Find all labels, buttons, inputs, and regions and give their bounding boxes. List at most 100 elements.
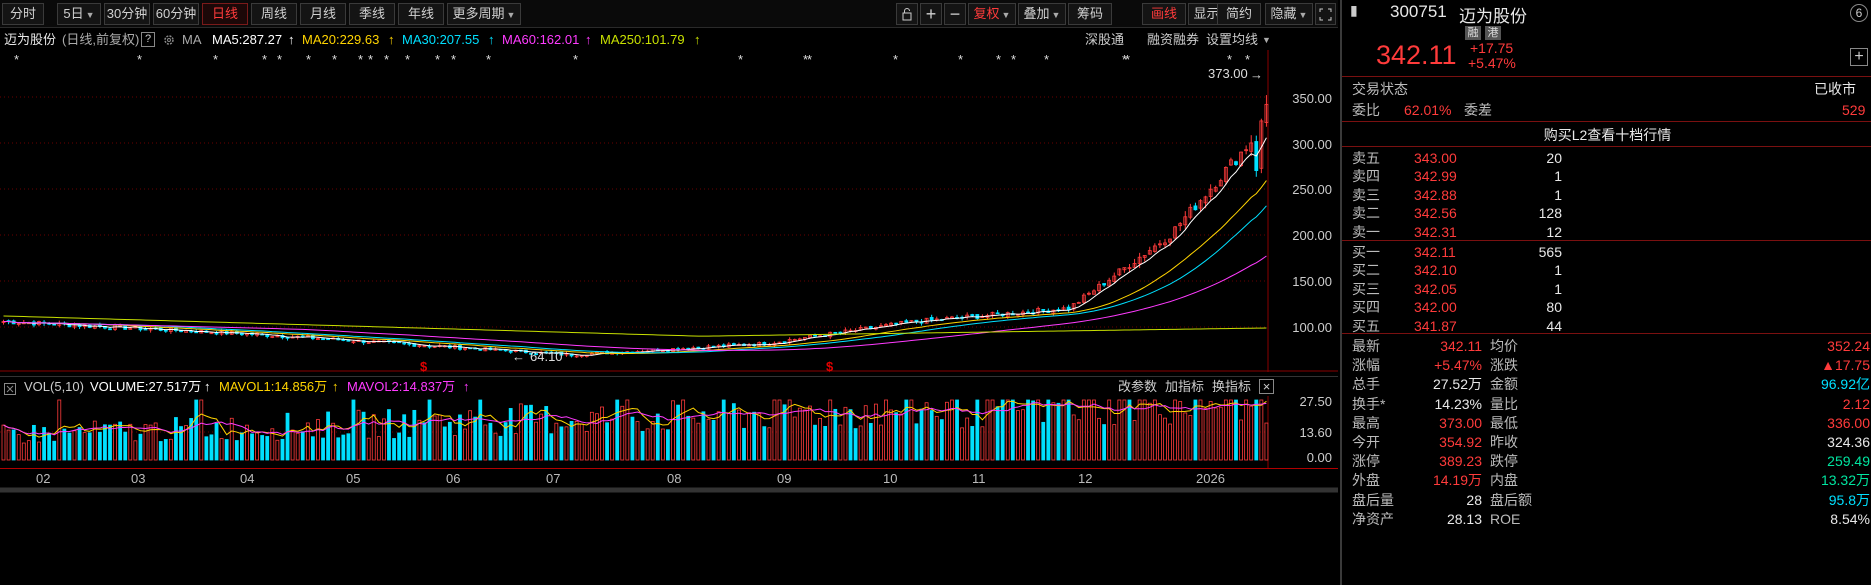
volume-bar (559, 426, 564, 461)
notification-badge[interactable]: 6 (1850, 4, 1868, 22)
volume-bar (26, 440, 31, 461)
volume-bar (1183, 412, 1188, 461)
edit-params-link[interactable]: 改参数 (1118, 379, 1158, 394)
link-margin[interactable]: 融资融券 (1147, 32, 1200, 47)
period-tab-30min[interactable]: 30分钟 (104, 3, 150, 25)
ask-volume: 20 (1546, 150, 1562, 166)
volume-bar (660, 428, 665, 461)
volume-bar (305, 422, 310, 461)
volume-bar (442, 426, 447, 461)
event-star: * (262, 52, 267, 67)
volume-bar (488, 422, 493, 461)
volume-bar (990, 399, 995, 461)
overlay-button[interactable]: 叠加 ▼ (1018, 3, 1066, 25)
volume-chart[interactable]: 27.50 13.60 0.00 (0, 394, 1338, 468)
period-tab-monthly[interactable]: 月线 (300, 3, 346, 25)
ma250-value: MA250:101.79 (600, 32, 685, 47)
draw-line-button[interactable]: 画线 (1142, 3, 1186, 25)
event-marker[interactable]: $ (420, 359, 428, 374)
volume-bar (214, 422, 219, 461)
candle-body (275, 335, 280, 338)
volume-bar (696, 422, 701, 461)
volume-bar (508, 408, 513, 461)
volume-bar (316, 419, 320, 461)
menu-icon[interactable]: ▮ (1350, 2, 1358, 18)
help-icon[interactable]: ? (141, 32, 155, 47)
simple-button[interactable]: 简约 (1217, 3, 1261, 25)
volume-bar (1087, 399, 1091, 461)
volume-bar (630, 416, 635, 461)
stat-label: 内盘 (1490, 472, 1518, 489)
volume-bar (858, 425, 863, 461)
volume-bar (16, 434, 21, 461)
volume-bar (1076, 419, 1081, 461)
ma-line (3, 180, 1267, 355)
y-tick-350: 350.00 (1292, 91, 1332, 106)
high-arrow-icon: → (1250, 67, 1263, 82)
chips-button[interactable]: 筹码 (1068, 3, 1112, 25)
hide-button[interactable]: 隐藏 ▼ (1265, 3, 1313, 25)
candlestick-chart[interactable]: * * * * * * * * * * * * * * * * * * * * * * * * * * * 350.00 300.0… (0, 50, 1338, 374)
buy-l2-link[interactable]: 购买L2查看十档行情 (1543, 127, 1672, 143)
event-star: * (332, 52, 337, 67)
candle-body (407, 342, 412, 345)
candle-body (929, 317, 934, 321)
zoom-out-icon[interactable]: − (944, 3, 966, 25)
zoom-in-icon[interactable]: + (920, 3, 942, 25)
candle-body (1041, 309, 1046, 311)
period-tab-fenshi[interactable]: 分时 (2, 3, 44, 25)
stat-label: 总手 (1352, 376, 1380, 393)
volume-bar (701, 411, 706, 461)
volume-bar (975, 399, 980, 461)
volume-bar (889, 409, 893, 461)
quote-row: 卖二 342.56 128 (1342, 204, 1871, 222)
period-tab-60min[interactable]: 60分钟 (153, 3, 199, 25)
volume-bar (1021, 409, 1025, 461)
link-set-ma[interactable]: 设置均线 (1206, 32, 1259, 47)
volume-bar (427, 399, 432, 461)
add-indicator-link[interactable]: 加指标 (1165, 379, 1205, 394)
volume-bar (356, 409, 361, 461)
chevron-down-icon[interactable]: ▼ (1262, 35, 1271, 45)
gear-icon[interactable] (162, 33, 176, 53)
chart-scrollbar[interactable] (0, 487, 1338, 493)
volume-bar (1132, 420, 1137, 461)
period-tab-quarterly[interactable]: 季线 (349, 3, 395, 25)
volume-bar (473, 416, 478, 461)
candle-body (1234, 161, 1238, 165)
hk-connect-tag: 港 (1485, 26, 1501, 40)
switch-indicator-link[interactable]: 换指标 (1212, 379, 1252, 394)
volume-bar (584, 430, 589, 461)
volume-bar (133, 440, 138, 461)
volume-bar (1102, 424, 1107, 461)
event-star: * (306, 52, 311, 67)
add-watchlist-icon[interactable]: + (1850, 48, 1868, 66)
volume-bar (1218, 406, 1223, 461)
close-icon[interactable]: × (1259, 379, 1274, 394)
x-tick: 07 (546, 471, 561, 486)
vol-arrow: ↑ (204, 379, 211, 394)
volume-bar (762, 426, 767, 461)
period-tab-weekly[interactable]: 周线 (251, 3, 297, 25)
volume-bar (72, 430, 77, 461)
mavol1-arrow: ↑ (332, 379, 339, 394)
volume-bar (321, 437, 325, 461)
more-periods-button[interactable]: 更多周期 ▼ (447, 3, 521, 25)
volume-bar (1036, 399, 1041, 461)
stat-value: 324.36 (1827, 434, 1870, 450)
period-tab-5day[interactable]: 5日 ▼ (57, 3, 101, 25)
candle-body (1107, 279, 1112, 287)
mavol1-line (3, 400, 1267, 438)
chevron-down-icon: ▼ (1051, 10, 1061, 20)
fullscreen-icon[interactable] (1315, 3, 1336, 25)
fuquan-button[interactable]: 复权 ▼ (968, 3, 1016, 25)
period-tab-daily[interactable]: 日线 (202, 3, 248, 25)
bid-volume: 80 (1546, 299, 1562, 316)
event-marker[interactable]: $ (826, 359, 834, 374)
event-star: * (1011, 52, 1016, 67)
period-tab-yearly[interactable]: 年线 (398, 3, 444, 25)
event-star: * (137, 52, 142, 67)
volume-bar (686, 415, 691, 461)
link-shengutong[interactable]: 深股通 (1085, 32, 1125, 47)
lock-icon[interactable] (896, 3, 918, 25)
